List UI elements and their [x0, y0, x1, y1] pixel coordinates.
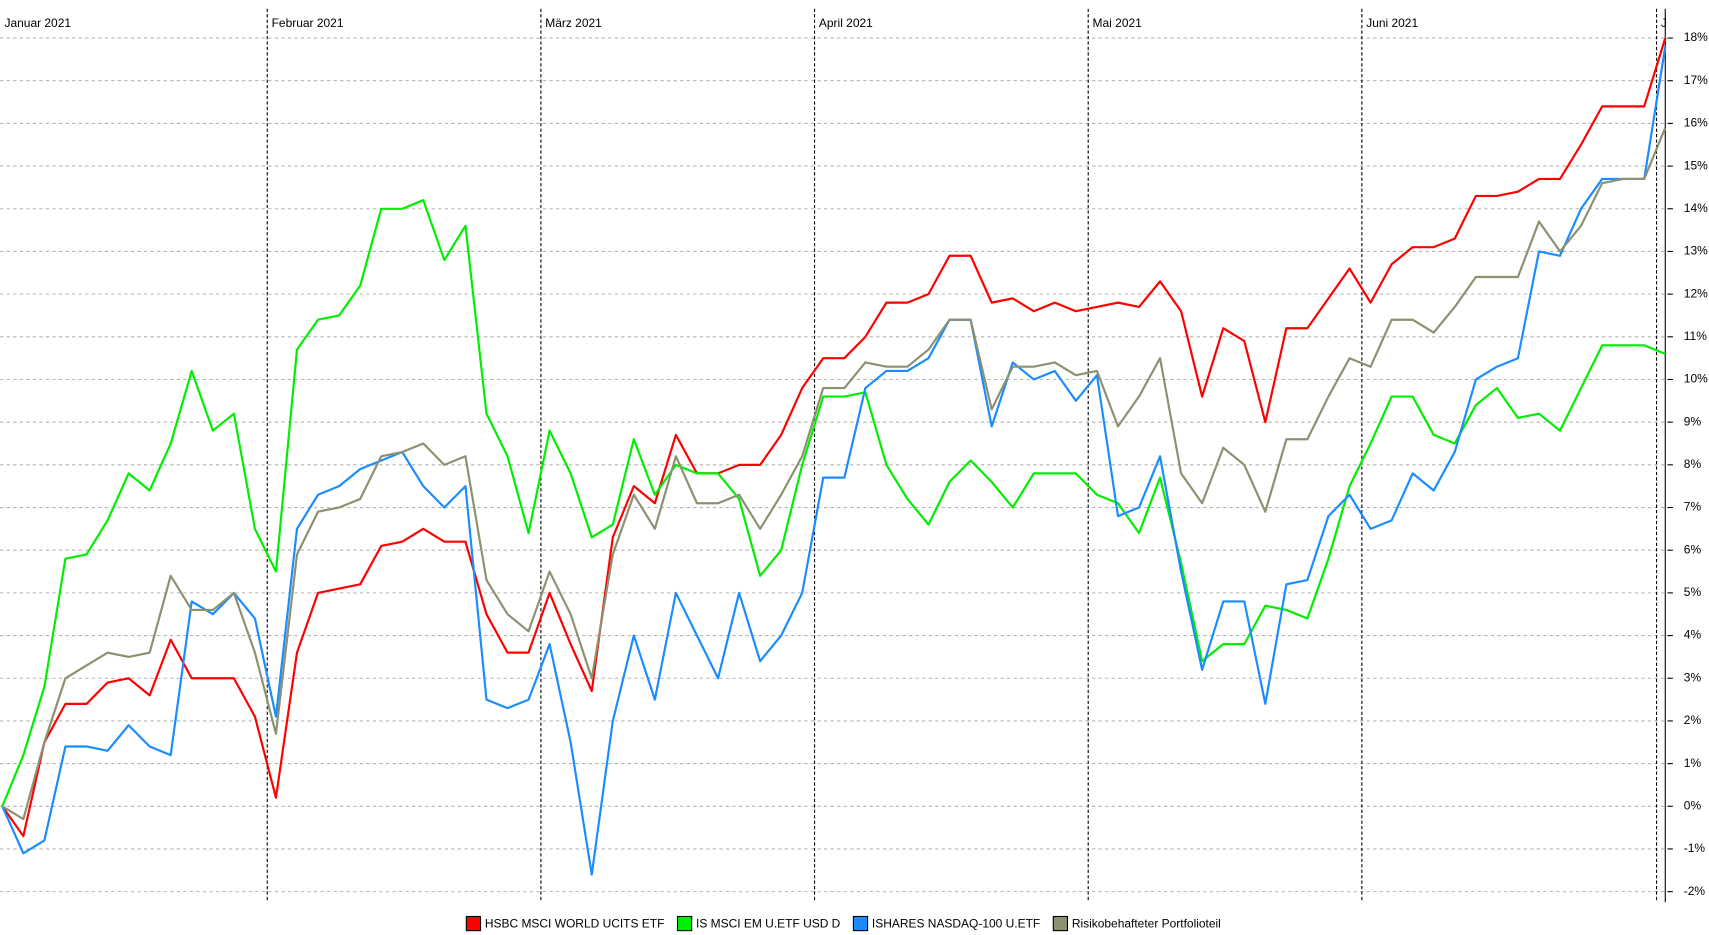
legend: HSBC MSCI WORLD UCITS ETF IS MSCI EM U.ET… — [465, 915, 1221, 932]
y-tick-label: 10% — [1684, 372, 1708, 386]
legend-label: Risikobehafteter Portfolioteil — [1072, 916, 1221, 930]
y-tick-label: 9% — [1684, 414, 1702, 428]
x-tick-label: Mai 2021 — [1093, 16, 1143, 30]
y-tick-label: 7% — [1684, 500, 1702, 514]
y-tick-label: 17% — [1684, 73, 1708, 87]
y-tick-label: 8% — [1684, 457, 1702, 471]
x-tick-label: März 2021 — [545, 16, 602, 30]
y-tick-label: 16% — [1684, 116, 1708, 130]
y-tick-label: 4% — [1684, 628, 1702, 642]
y-tick-label: 11% — [1684, 329, 1707, 343]
y-tick-label: 14% — [1684, 201, 1708, 215]
y-tick-label: 12% — [1684, 286, 1708, 300]
legend-swatch — [1052, 915, 1069, 932]
y-tick-label: 15% — [1684, 158, 1708, 172]
y-tick-label: 1% — [1684, 756, 1702, 770]
y-tick-label: 18% — [1684, 30, 1708, 44]
y-tick-label: 3% — [1684, 670, 1702, 684]
x-tick-label: April 2021 — [819, 16, 873, 30]
y-tick-label: 13% — [1684, 244, 1708, 258]
legend-swatch — [465, 915, 482, 932]
series-line — [1, 199, 1666, 807]
y-tick-label: -2% — [1684, 884, 1706, 898]
legend-label: IS MSCI EM U.ETF USD D — [696, 916, 841, 930]
series-line — [1, 37, 1667, 838]
legend-swatch — [676, 915, 693, 932]
y-tick-label: 2% — [1684, 713, 1702, 727]
legend-label: HSBC MSCI WORLD UCITS ETF — [485, 916, 665, 930]
y-tick-label: 5% — [1684, 585, 1702, 599]
series-line — [1, 46, 1667, 876]
x-tick-label: J — [1661, 16, 1667, 30]
y-tick-label: 0% — [1684, 798, 1702, 812]
legend-label: ISHARES NASDAQ-100 U.ETF — [872, 916, 1040, 930]
y-tick-label: -1% — [1684, 841, 1706, 855]
legend-swatch — [852, 915, 869, 932]
y-tick-label: 6% — [1684, 542, 1702, 556]
x-tick-label: Februar 2021 — [272, 16, 344, 30]
x-tick-label: Januar 2021 — [5, 16, 72, 30]
x-tick-label: Juni 2021 — [1366, 16, 1418, 30]
series-line — [1, 127, 1667, 821]
